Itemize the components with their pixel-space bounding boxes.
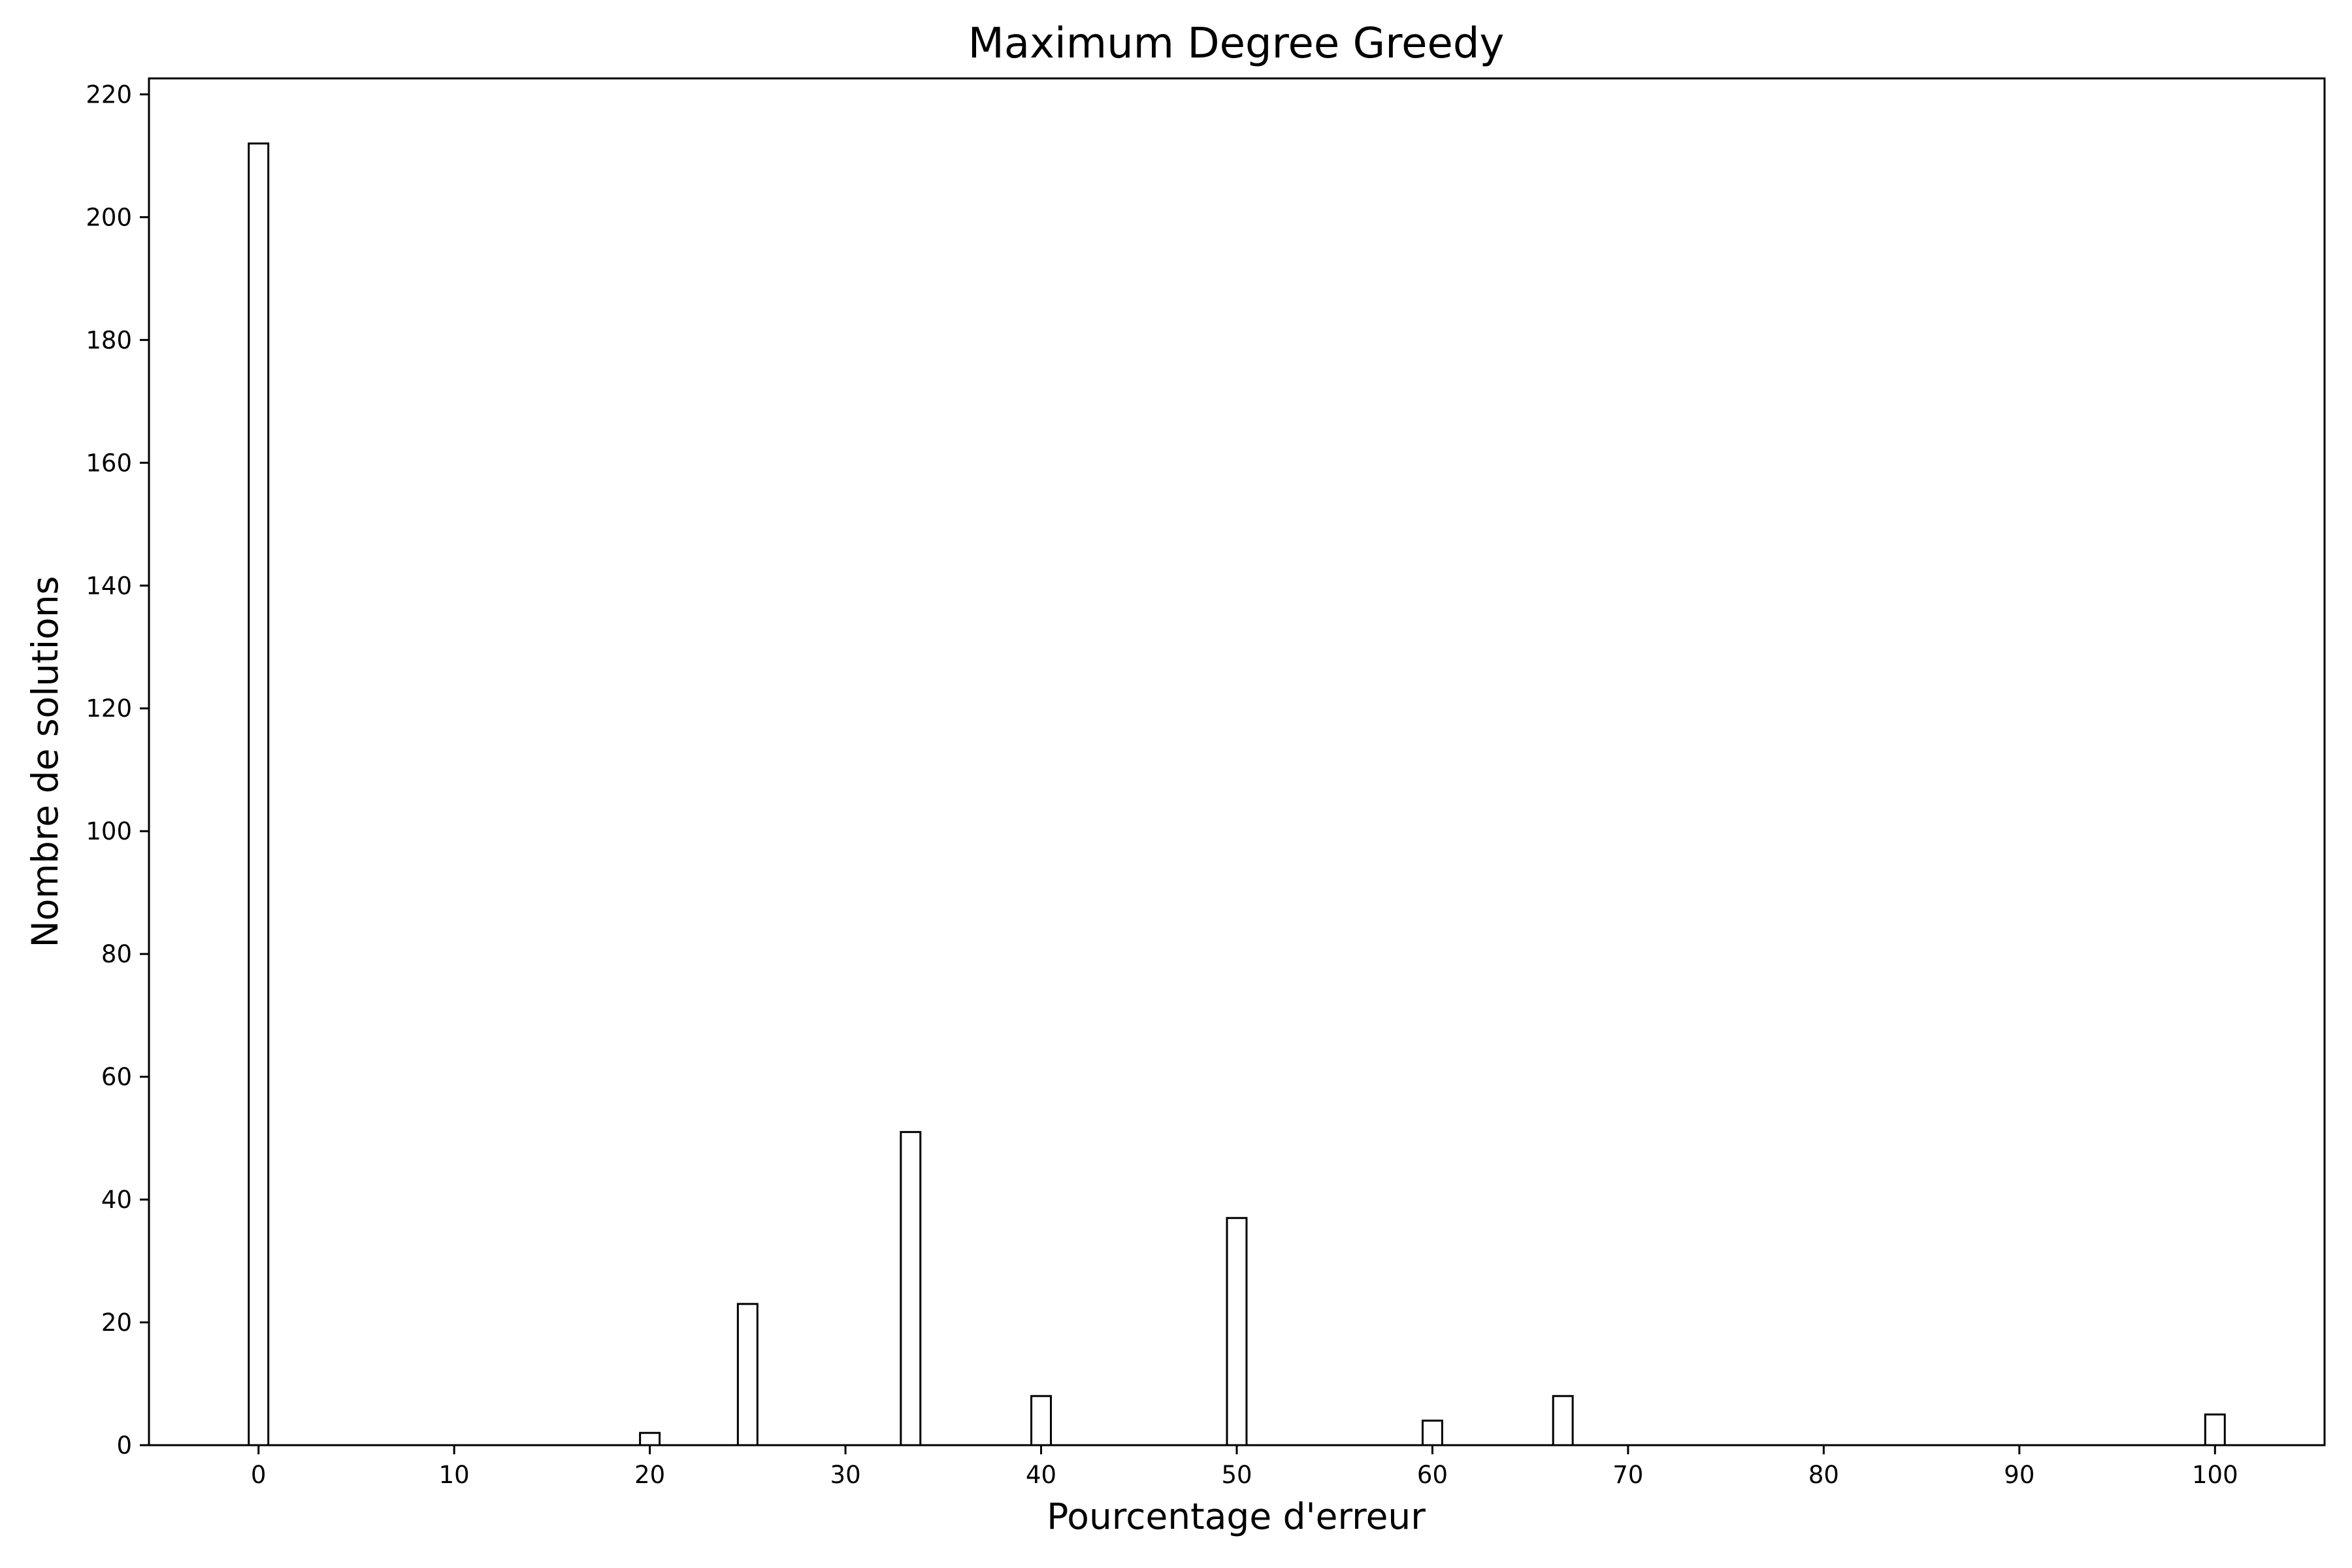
x-tick-label: 100: [2192, 1461, 2238, 1489]
y-tick-label: 120: [86, 694, 132, 723]
y-tick-label: 80: [101, 940, 132, 968]
x-tick-label: 10: [439, 1461, 470, 1489]
x-tick-label: 40: [1026, 1461, 1056, 1489]
bar: [736, 1303, 759, 1446]
y-tick-label: 0: [116, 1431, 132, 1460]
bar: [248, 142, 270, 1446]
y-tick-label: 20: [101, 1309, 132, 1337]
y-tick-label: 100: [86, 817, 132, 845]
x-tick-label: 30: [830, 1461, 861, 1489]
x-tick-label: 90: [2004, 1461, 2034, 1489]
y-tick-label: 140: [86, 572, 132, 600]
y-tick-label: 160: [86, 449, 132, 477]
x-axis-label: Pourcentage d'erreur: [1047, 1495, 1426, 1537]
bars-group: [248, 142, 2226, 1446]
y-tick-label: 180: [86, 326, 132, 354]
bar: [639, 1431, 661, 1446]
y-axis-ticks: 0 20 40 60 80 100 120 140 160 180 200 220: [86, 80, 149, 1460]
x-tick-label: 0: [251, 1461, 267, 1489]
y-axis-label: Nombre de solutions: [24, 576, 66, 948]
x-tick-label: 50: [1221, 1461, 1252, 1489]
x-tick-label: 70: [1612, 1461, 1643, 1489]
bar: [1226, 1217, 1248, 1446]
y-tick-label: 60: [101, 1063, 132, 1091]
bar: [1552, 1395, 1574, 1446]
y-tick-label: 200: [86, 203, 132, 231]
bar: [900, 1131, 922, 1446]
bar: [1030, 1395, 1053, 1446]
x-axis-ticks: 0 10 20 30 40 50 60 70 80 90 100: [251, 1445, 2238, 1489]
bar: [2204, 1413, 2226, 1446]
y-tick-label: 220: [86, 80, 132, 108]
x-tick-label: 60: [1417, 1461, 1448, 1489]
bar: [1421, 1419, 1443, 1446]
y-tick-label: 40: [101, 1186, 132, 1214]
x-tick-label: 20: [634, 1461, 665, 1489]
chart-title: Maximum Degree Greedy: [968, 20, 1505, 68]
x-tick-label: 80: [1808, 1461, 1839, 1489]
